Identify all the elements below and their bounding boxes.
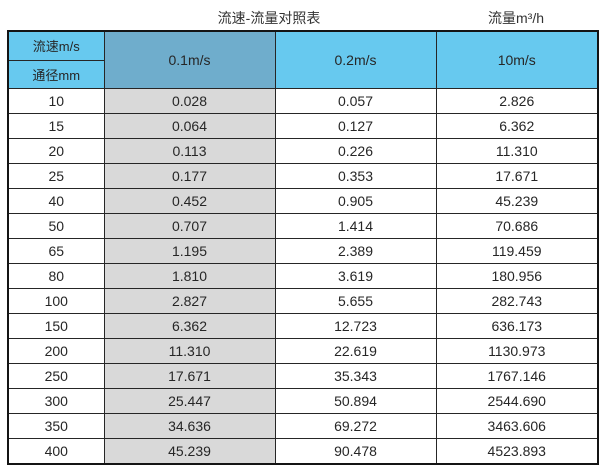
flow-cell-0-1ms: 0.028 [103, 88, 276, 114]
diameter-cell: 10 [7, 88, 105, 114]
diameter-cell: 350 [7, 413, 105, 439]
diameter-cell: 40 [7, 188, 105, 214]
table-row: 10 0.028 0.057 2.826 [7, 88, 599, 114]
diameter-cell: 250 [7, 363, 105, 389]
flow-cell-10ms: 6.362 [435, 113, 599, 139]
flow-cell-0-1ms: 6.362 [103, 313, 276, 339]
flow-cell-10ms: 282.743 [435, 288, 599, 314]
flow-cell-0-2ms: 22.619 [274, 338, 437, 364]
table-row: 20 0.113 0.226 11.310 [7, 138, 599, 164]
flow-cell-0-2ms: 50.894 [274, 388, 437, 414]
flow-cell-10ms: 11.310 [435, 138, 599, 164]
flow-cell-0-1ms: 1.810 [103, 263, 276, 289]
flow-cell-0-2ms: 3.619 [274, 263, 437, 289]
caption-row: 流速-流量对照表 流量m³/h [7, 5, 597, 30]
diameter-cell: 65 [7, 238, 105, 264]
flow-table-body: 10 0.028 0.057 2.826 15 0.064 0.127 6.36… [7, 88, 599, 464]
diameter-cell: 300 [7, 388, 105, 414]
flow-cell-0-1ms: 0.452 [103, 188, 276, 214]
flow-cell-0-2ms: 12.723 [274, 313, 437, 339]
diameter-cell: 15 [7, 113, 105, 139]
flow-cell-10ms: 1767.146 [435, 363, 599, 389]
table-row: 250 17.671 35.343 1767.146 [7, 363, 599, 389]
flow-cell-0-2ms: 2.389 [274, 238, 437, 264]
flow-cell-0-2ms: 69.272 [274, 413, 437, 439]
corner-header-cell: 流速m/s 通径mm [7, 30, 105, 89]
table-title: 流速-流量对照表 [217, 9, 321, 26]
velocity-header-10ms: 10m/s [435, 30, 599, 89]
table-row: 50 0.707 1.414 70.686 [7, 213, 599, 239]
flow-cell-10ms: 180.956 [435, 263, 599, 289]
diameter-cell: 200 [7, 338, 105, 364]
corner-diameter-label: 通径mm [32, 67, 81, 83]
flow-cell-0-1ms: 34.636 [103, 413, 276, 439]
table-row: 300 25.447 50.894 2544.690 [7, 388, 599, 414]
flow-cell-0-1ms: 0.113 [103, 138, 276, 164]
diameter-cell: 80 [7, 263, 105, 289]
flow-cell-0-1ms: 17.671 [103, 363, 276, 389]
velocity-header-0-1ms: 0.1m/s [103, 30, 276, 89]
table-row: 350 34.636 69.272 3463.606 [7, 413, 599, 439]
flow-cell-0-1ms: 25.447 [103, 388, 276, 414]
header-row: 流速m/s 通径mm 0.1m/s 0.2m/s 10m/s [7, 30, 599, 89]
table-row: 25 0.177 0.353 17.671 [7, 163, 599, 189]
table-header: 流速m/s 通径mm 0.1m/s 0.2m/s 10m/s [7, 30, 599, 89]
flow-cell-0-1ms: 0.177 [103, 163, 276, 189]
flow-cell-10ms: 1130.973 [435, 338, 599, 364]
diameter-cell: 100 [7, 288, 105, 314]
corner-split: 流速m/s 通径mm [9, 32, 103, 88]
flow-cell-0-1ms: 11.310 [103, 338, 276, 364]
flow-cell-0-2ms: 0.905 [274, 188, 437, 214]
flow-cell-0-2ms: 5.655 [274, 288, 437, 314]
flow-cell-0-2ms: 0.057 [274, 88, 437, 114]
table-row: 40 0.452 0.905 45.239 [7, 188, 599, 214]
velocity-header-0-2ms: 0.2m/s [274, 30, 437, 89]
diameter-cell: 50 [7, 213, 105, 239]
flow-cell-0-1ms: 1.195 [103, 238, 276, 264]
flow-cell-0-2ms: 90.478 [274, 438, 437, 464]
flow-cell-10ms: 636.173 [435, 313, 599, 339]
corner-velocity-label: 流速m/s [9, 32, 103, 61]
diameter-cell: 400 [7, 438, 105, 464]
flow-cell-0-2ms: 1.414 [274, 213, 437, 239]
table-row: 200 11.310 22.619 1130.973 [7, 338, 599, 364]
flow-cell-10ms: 4523.893 [435, 438, 599, 464]
table-row: 80 1.810 3.619 180.956 [7, 263, 599, 289]
flow-cell-10ms: 17.671 [435, 163, 599, 189]
table-row: 100 2.827 5.655 282.743 [7, 288, 599, 314]
table-row: 15 0.064 0.127 6.362 [7, 113, 599, 139]
flow-cell-0-2ms: 35.343 [274, 363, 437, 389]
flow-cell-10ms: 2544.690 [435, 388, 599, 414]
flow-cell-10ms: 2.826 [435, 88, 599, 114]
diameter-cell: 25 [7, 163, 105, 189]
flow-cell-0-2ms: 0.353 [274, 163, 437, 189]
flow-cell-0-2ms: 0.127 [274, 113, 437, 139]
flow-rate-table: 流速m/s 通径mm 0.1m/s 0.2m/s 10m/s 10 0.028 … [7, 30, 599, 465]
flow-cell-10ms: 45.239 [435, 188, 599, 214]
flow-cell-0-1ms: 0.064 [103, 113, 276, 139]
table-row: 400 45.239 90.478 4523.893 [7, 438, 599, 464]
flow-cell-10ms: 70.686 [435, 213, 599, 239]
flow-unit-label: 流量m³/h [488, 9, 544, 26]
flow-cell-0-1ms: 0.707 [103, 213, 276, 239]
diameter-cell: 20 [7, 138, 105, 164]
diameter-cell: 150 [7, 313, 105, 339]
flow-cell-0-1ms: 45.239 [103, 438, 276, 464]
flow-cell-0-1ms: 2.827 [103, 288, 276, 314]
flow-cell-10ms: 3463.606 [435, 413, 599, 439]
table-row: 150 6.362 12.723 636.173 [7, 313, 599, 339]
flow-cell-0-2ms: 0.226 [274, 138, 437, 164]
flow-cell-10ms: 119.459 [435, 238, 599, 264]
table-row: 65 1.195 2.389 119.459 [7, 238, 599, 264]
